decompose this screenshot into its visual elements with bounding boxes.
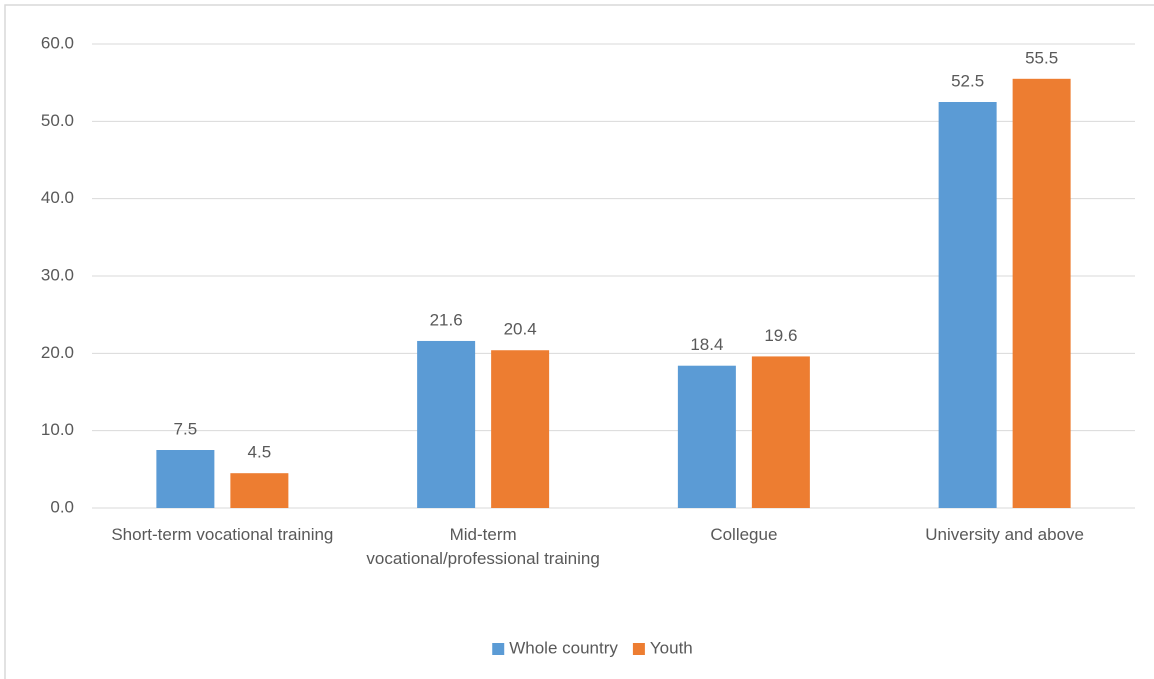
- bar: [938, 102, 997, 508]
- data-label: 4.5: [248, 443, 272, 462]
- legend-label: Youth: [650, 638, 693, 657]
- chart-frame: [4, 4, 1154, 679]
- y-tick-label: 10.0: [41, 420, 74, 439]
- y-tick-label: 50.0: [41, 111, 74, 130]
- x-tick-label: University and above: [925, 525, 1084, 544]
- legend-label: Whole country: [509, 638, 618, 657]
- y-tick-label: 0.0: [50, 497, 74, 516]
- data-label: 7.5: [174, 419, 198, 438]
- x-tick-label: Collegue: [710, 525, 778, 544]
- data-label: 20.4: [504, 320, 537, 339]
- bar: [751, 356, 810, 508]
- x-tick-label: Short-term vocational training: [111, 525, 334, 544]
- data-label: 52.5: [951, 71, 984, 90]
- bar: [1012, 78, 1071, 509]
- bar: [417, 340, 476, 508]
- data-label: 55.5: [1025, 48, 1058, 67]
- bar: [230, 473, 289, 508]
- bar: [156, 450, 215, 508]
- y-tick-label: 40.0: [41, 188, 74, 207]
- legend-swatch: [632, 643, 645, 655]
- y-tick-label: 20.0: [41, 343, 74, 362]
- legend-swatch: [492, 643, 505, 655]
- y-tick-label: 60.0: [41, 33, 74, 52]
- y-tick-label: 30.0: [41, 265, 74, 284]
- data-label: 21.6: [430, 310, 463, 329]
- data-label: 18.4: [690, 335, 723, 354]
- x-tick-label: Mid-term vocational/professional trainin…: [366, 525, 600, 568]
- bar: [491, 350, 550, 508]
- bar: [677, 365, 736, 508]
- data-label: 19.6: [764, 326, 797, 345]
